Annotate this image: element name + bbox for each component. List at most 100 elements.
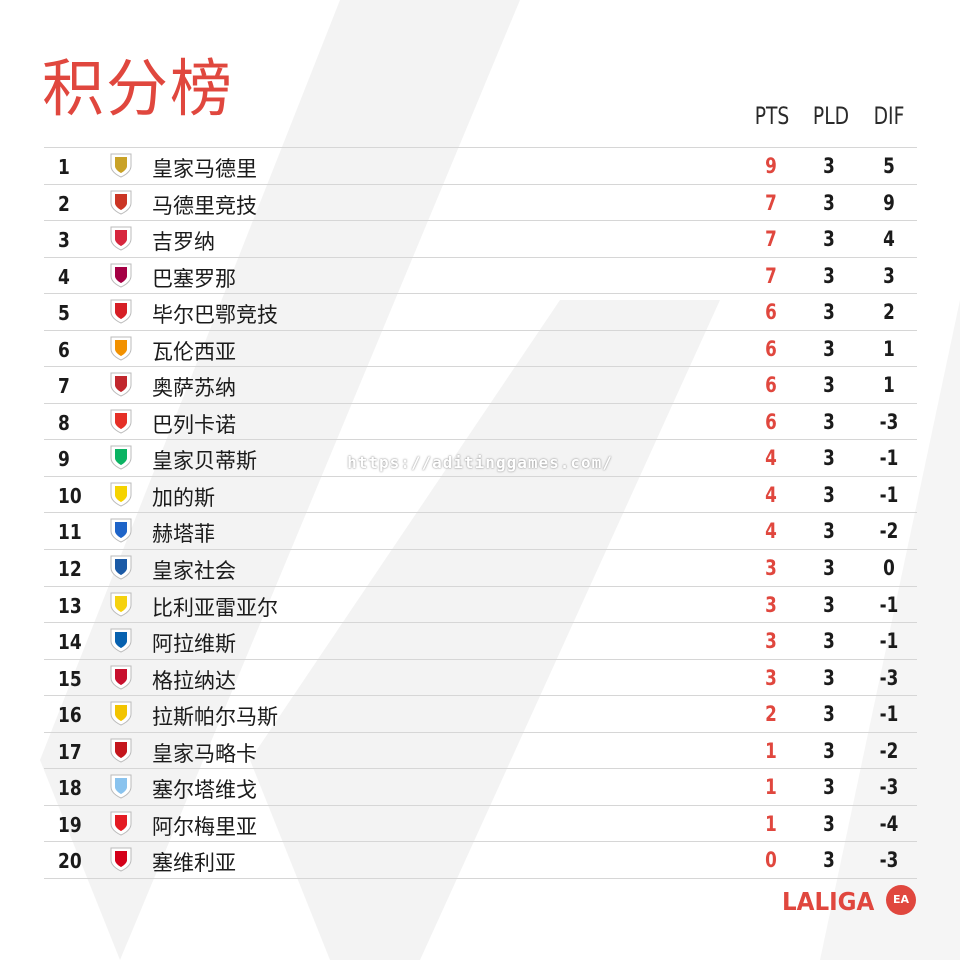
table-row[interactable]: 20 塞维利亚 0 3 -3 [44, 841, 917, 879]
mallorca-crest-icon [108, 737, 134, 764]
points-value: 7 [765, 190, 777, 215]
team-name: 皇家马德里 [152, 157, 257, 181]
team-name: 毕尔巴鄂竞技 [152, 303, 278, 328]
team-name: 皇家马略卡 [152, 741, 257, 766]
goal-difference-value: -3 [879, 409, 899, 434]
table-row[interactable]: 13 比利亚雷亚尔 3 3 -1 [44, 585, 917, 623]
position-number: 1 [58, 155, 70, 179]
position-number: 11 [58, 520, 82, 545]
laliga-logo[interactable]: LALIGA EA [782, 884, 916, 918]
goal-difference-value: 5 [883, 154, 895, 178]
goal-difference-value: -2 [879, 738, 899, 763]
table-row[interactable]: 5 毕尔巴鄂竞技 6 3 2 [44, 293, 917, 330]
crest-shape [110, 592, 132, 617]
table-row[interactable]: 9 皇家贝蒂斯 4 3 -1 [44, 439, 917, 476]
crest-shape [110, 738, 132, 763]
played-value: 3 [823, 519, 835, 544]
column-header-dif[interactable]: DIF [873, 102, 905, 130]
column-header-pts[interactable]: PTS [754, 102, 790, 130]
goal-difference-value: -1 [879, 702, 899, 727]
athletic-bilbao-crest-icon [108, 298, 134, 325]
played-value: 3 [823, 227, 835, 252]
logo-text: LALIGA [782, 886, 875, 916]
team-name: 奥萨苏纳 [152, 376, 236, 401]
table-row[interactable]: 16 拉斯帕尔马斯 2 3 -1 [44, 695, 917, 732]
position-number: 4 [58, 264, 70, 289]
table-row[interactable]: 1 皇家马德里 9 3 5 [44, 147, 917, 184]
table-row[interactable]: 10 加的斯 4 3 -1 [44, 475, 917, 513]
table-row[interactable]: 19 阿尔梅里亚 1 3 -4 [44, 804, 917, 842]
getafe-crest-icon [108, 517, 134, 544]
real-madrid-crest-icon [108, 152, 134, 179]
table-row[interactable]: 18 塞尔塔维戈 1 3 -3 [44, 768, 917, 805]
team-name: 塞维利亚 [152, 851, 236, 876]
points-value: 3 [765, 629, 777, 654]
table-row[interactable]: 7 奥萨苏纳 6 3 1 [44, 366, 917, 403]
position-number: 8 [58, 410, 70, 435]
position-number: 13 [58, 593, 82, 618]
crest-shape [110, 701, 132, 726]
table-row[interactable]: 17 皇家马略卡 1 3 -2 [44, 731, 917, 769]
table-row[interactable]: 3 吉罗纳 7 3 4 [44, 220, 917, 257]
table-row[interactable]: 12 皇家社会 3 3 0 [44, 549, 917, 586]
played-value: 3 [823, 154, 835, 178]
points-value: 9 [765, 154, 777, 178]
crest-shape [110, 336, 132, 361]
table-row[interactable]: 11 赫塔菲 4 3 -2 [44, 512, 917, 549]
position-number: 12 [58, 557, 82, 582]
table-row[interactable]: 2 马德里竞技 7 3 9 [44, 183, 917, 221]
goal-difference-value: 0 [883, 556, 895, 581]
valencia-crest-icon [108, 335, 134, 362]
position-number: 3 [58, 228, 70, 253]
team-name: 吉罗纳 [152, 230, 215, 255]
played-value: 3 [823, 409, 835, 434]
points-value: 3 [765, 556, 777, 581]
team-name: 拉斯帕尔马斯 [152, 705, 278, 730]
sevilla-crest-icon [108, 846, 134, 873]
played-value: 3 [823, 665, 835, 690]
cadiz-crest-icon [108, 481, 134, 508]
table-row[interactable]: 4 巴塞罗那 7 3 3 [44, 256, 917, 294]
points-value: 4 [765, 446, 777, 471]
position-number: 10 [58, 483, 82, 508]
goal-difference-value: -1 [879, 592, 899, 617]
position-number: 19 [58, 812, 82, 837]
points-value: 1 [765, 811, 777, 836]
position-number: 7 [58, 374, 70, 399]
column-header-pld[interactable]: PLD [812, 102, 850, 130]
played-value: 3 [823, 775, 835, 800]
goal-difference-value: 2 [883, 300, 895, 325]
points-value: 1 [765, 775, 777, 800]
crest-shape [110, 482, 132, 507]
table-row[interactable]: 15 格拉纳达 3 3 -3 [44, 658, 917, 696]
played-value: 3 [823, 336, 835, 361]
position-number: 15 [58, 666, 82, 691]
team-name: 阿拉维斯 [152, 632, 236, 657]
crest-shape [110, 299, 132, 324]
played-value: 3 [823, 811, 835, 836]
crest-shape [110, 190, 132, 215]
celta-vigo-crest-icon [108, 773, 134, 800]
points-value: 4 [765, 519, 777, 544]
almeria-crest-icon [108, 810, 134, 837]
crest-shape [110, 847, 132, 872]
goal-difference-value: 9 [883, 190, 895, 215]
position-number: 18 [58, 776, 82, 801]
barcelona-crest-icon [108, 262, 134, 289]
position-number: 14 [58, 630, 82, 655]
las-palmas-crest-icon [108, 700, 134, 727]
goal-difference-value: -1 [879, 446, 899, 471]
table-row[interactable]: 6 瓦伦西亚 6 3 1 [44, 329, 917, 367]
crest-shape [110, 665, 132, 690]
crest-shape [110, 628, 132, 653]
goal-difference-value: 1 [883, 336, 895, 361]
crest-shape [110, 811, 132, 836]
table-row[interactable]: 8 巴列卡诺 6 3 -3 [44, 402, 917, 440]
points-value: 7 [765, 227, 777, 252]
table-row[interactable]: 14 阿拉维斯 3 3 -1 [44, 622, 917, 659]
rayo-vallecano-crest-icon [108, 408, 134, 435]
points-value: 7 [765, 263, 777, 288]
girona-crest-icon [108, 225, 134, 252]
page-title: 积分榜 [42, 52, 235, 125]
